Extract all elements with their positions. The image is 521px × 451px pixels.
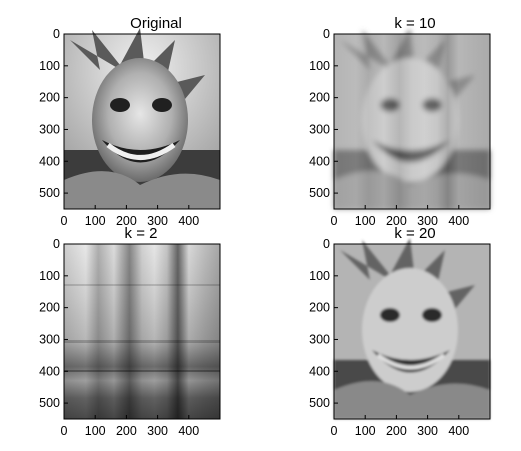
panel-k20: k = 20 0 100 200 300 400 0 100 200 300 400 500 — [309, 225, 491, 438]
y-tick-label: 400 — [39, 154, 60, 168]
x-tick-label: 300 — [147, 214, 168, 228]
x-tick-label: 200 — [386, 214, 407, 228]
x-tick-label: 0 — [331, 214, 338, 228]
y-tick-label: 0 — [53, 237, 60, 251]
y-tick-label: 400 — [309, 154, 330, 168]
panel-title: k = 10 — [394, 15, 435, 32]
x-tick-label: 200 — [386, 424, 407, 438]
axes-frame — [333, 33, 491, 210]
x-tick-label: 400 — [448, 214, 469, 228]
image-original — [64, 28, 220, 209]
x-tick-label: 100 — [355, 214, 376, 228]
x-tick-label: 100 — [355, 424, 376, 438]
y-tick-label: 100 — [309, 59, 330, 73]
panel-k10: k = 10 0 100 200 300 400 0 100 200 300 400 500 — [309, 15, 491, 228]
x-tick-label: 0 — [61, 424, 68, 438]
x-tick-label: 0 — [61, 214, 68, 228]
image-k2 — [64, 244, 220, 419]
panel-title: k = 20 — [394, 225, 435, 242]
y-tick-label: 400 — [39, 364, 60, 378]
axes-frame — [63, 33, 221, 210]
panel-title: Original — [130, 15, 182, 32]
y-tick-label: 500 — [309, 396, 330, 410]
x-tick-label: 400 — [448, 424, 469, 438]
x-tick-label: 400 — [178, 214, 199, 228]
y-tick-label: 300 — [39, 122, 60, 136]
y-tick-label: 0 — [53, 27, 60, 41]
y-tick-label: 100 — [39, 269, 60, 283]
x-tick-label: 300 — [147, 424, 168, 438]
y-tick-label: 200 — [39, 91, 60, 105]
y-tick-label: 200 — [309, 91, 330, 105]
y-tick-label: 500 — [39, 186, 60, 200]
y-tick-label: 500 — [39, 396, 60, 410]
x-tick-label: 300 — [417, 214, 438, 228]
x-tick-label: 0 — [331, 424, 338, 438]
y-tick-label: 300 — [309, 332, 330, 346]
x-tick-label: 100 — [85, 214, 106, 228]
image-k10 — [334, 28, 490, 209]
y-tick-label: 0 — [323, 27, 330, 41]
panel-original: Original 0 100 200 300 400 0 100 200 300 400 500 — [39, 15, 221, 228]
x-tick-label: 300 — [417, 424, 438, 438]
y-tick-label: 300 — [39, 332, 60, 346]
x-tick-label: 100 — [85, 424, 106, 438]
panel-k2: k = 2 0 100 200 300 400 0 100 200 300 400 500 — [39, 225, 221, 438]
x-tick-label: 400 — [178, 424, 199, 438]
panel-title: k = 2 — [125, 225, 158, 242]
x-tick-label: 200 — [116, 214, 137, 228]
x-tick-label: 200 — [116, 424, 137, 438]
y-tick-label: 300 — [309, 122, 330, 136]
y-tick-label: 200 — [309, 301, 330, 315]
y-tick-label: 100 — [309, 269, 330, 283]
axes-frame — [63, 243, 221, 420]
y-tick-label: 200 — [39, 301, 60, 315]
image-k20 — [334, 238, 490, 419]
y-tick-label: 100 — [39, 59, 60, 73]
y-tick-label: 500 — [309, 186, 330, 200]
y-tick-label: 400 — [309, 364, 330, 378]
axes-frame — [333, 243, 491, 420]
y-tick-label: 0 — [323, 237, 330, 251]
